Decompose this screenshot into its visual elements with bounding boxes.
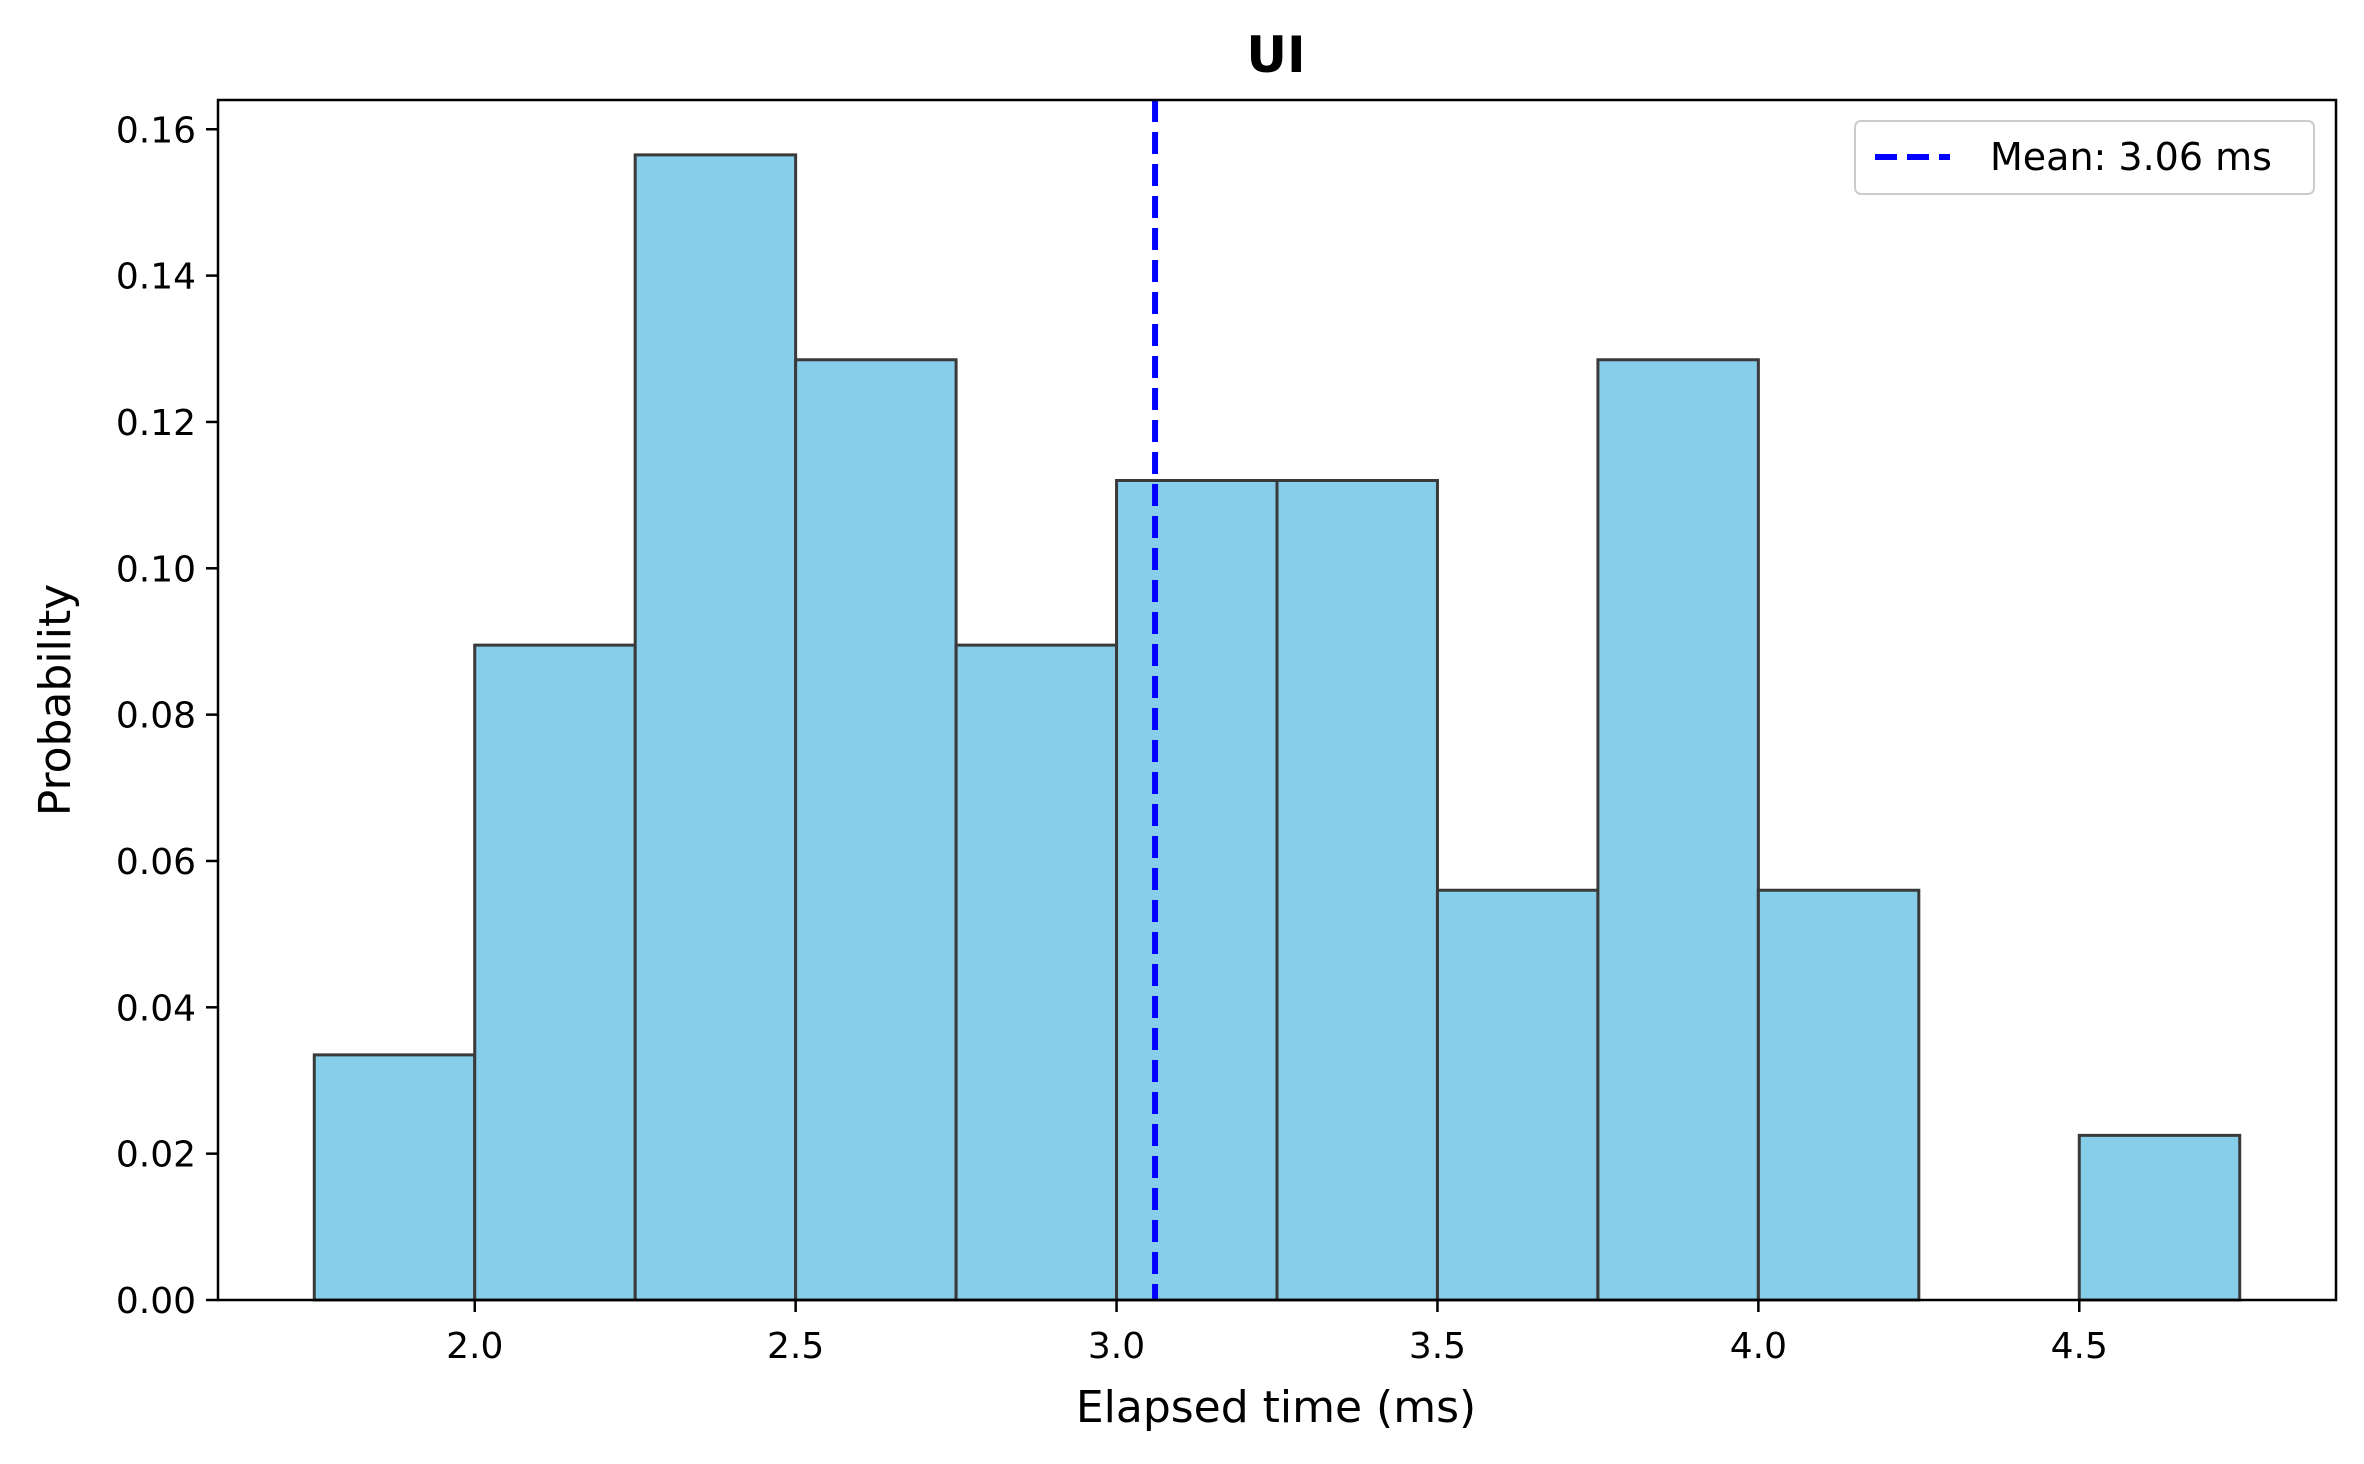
y-tick-label: 0.12 — [116, 403, 196, 444]
y-tick-label: 0.06 — [116, 842, 196, 883]
legend: Mean: 3.06 ms — [1854, 120, 2315, 195]
histogram-bars — [312, 153, 2242, 1302]
histogram-bar-10 — [1756, 888, 1921, 1302]
y-axis-ticks: 0.00 0.02 0.04 0.06 0.08 0.10 0.12 0.14 0.16 — [116, 110, 218, 1322]
x-tick-label: 4.5 — [2051, 1326, 2108, 1367]
plot-frame — [216, 98, 2338, 1302]
y-tick-label: 0.08 — [116, 696, 196, 737]
y-tick-label: 0.02 — [116, 1135, 196, 1176]
y-tick-label: 0.14 — [116, 257, 196, 298]
histogram-bar-2 — [473, 643, 637, 1302]
x-tick-label: 4.0 — [1730, 1326, 1787, 1367]
x-tick-label: 2.0 — [446, 1326, 503, 1367]
legend-label: Mean: 3.06 ms — [1990, 135, 2272, 179]
histogram-bar-3 — [633, 153, 798, 1302]
histogram-bar-9 — [1596, 358, 1760, 1302]
histogram-bar-6 — [1115, 478, 1279, 1302]
histogram-bar-7 — [1275, 478, 1439, 1302]
y-tick-label: 0.10 — [116, 549, 196, 590]
x-tick-label: 3.5 — [1409, 1326, 1466, 1367]
histogram-bar-8 — [1435, 888, 1600, 1302]
histogram-bar-4 — [794, 358, 958, 1302]
histogram-bar-1 — [312, 1053, 477, 1302]
x-tick-label: 3.0 — [1088, 1326, 1145, 1367]
y-tick-label: 0.16 — [116, 110, 196, 151]
histogram-bar-12 — [2077, 1133, 2242, 1302]
x-tick-label: 2.5 — [767, 1326, 824, 1367]
chart-title: UI — [1246, 26, 1305, 84]
x-axis-label: Elapsed time (ms) — [1076, 1382, 1476, 1433]
x-axis-ticks: 2.0 2.5 3.0 3.5 4.0 4.5 — [446, 1300, 2108, 1367]
legend-box — [1854, 120, 2315, 195]
y-tick-label: 0.04 — [116, 988, 196, 1029]
y-tick-label: 0.00 — [116, 1281, 196, 1322]
y-axis-label: Probability — [30, 584, 81, 817]
histogram-bar-5 — [954, 643, 1119, 1302]
